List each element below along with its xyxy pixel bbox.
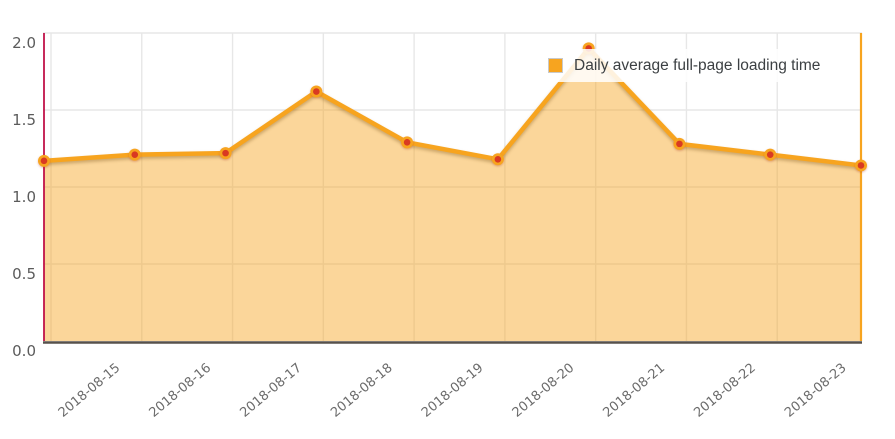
x-axis-tick-label: 2018-08-15	[56, 361, 124, 421]
y-axis-tick-label: 0.5	[12, 265, 36, 283]
x-axis-tick-label: 2018-08-20	[510, 361, 578, 421]
series-area-fill	[44, 48, 861, 342]
data-point-core	[676, 140, 683, 148]
x-axis-tick-label: 2018-08-19	[419, 361, 487, 421]
data-points	[38, 42, 867, 172]
x-axis-tick-label: 2018-08-23	[782, 361, 850, 421]
data-point-core	[131, 151, 139, 158]
x-axis-tick-label: 2018-08-17	[237, 361, 305, 421]
x-axis-tick-label: 2018-08-21	[600, 361, 668, 421]
series-line	[41, 46, 864, 168]
x-axis-tick-label: 2018-08-16	[147, 361, 215, 421]
x-axis-tick-label: 2018-08-18	[328, 361, 396, 421]
data-point-core	[40, 157, 48, 165]
x-axis-tick-label: 2018-08-22	[691, 361, 759, 421]
legend[interactable]: Daily average full-page loading time	[538, 49, 858, 82]
y-axis-tick-label: 0.0	[12, 342, 36, 360]
legend-label: Daily average full-page loading time	[574, 56, 821, 74]
data-point-core	[222, 149, 229, 157]
data-point-core	[494, 155, 502, 163]
y-axis-tick-label: 1.5	[12, 111, 36, 129]
y-axis-tick-label: 2.0	[12, 34, 36, 52]
data-point-core	[766, 151, 774, 158]
y-axis-tick-label: 1.0	[12, 188, 36, 206]
data-point-core	[857, 162, 865, 169]
legend-swatch-icon	[548, 58, 563, 73]
data-point-core	[403, 139, 411, 146]
data-point-core	[313, 88, 320, 95]
